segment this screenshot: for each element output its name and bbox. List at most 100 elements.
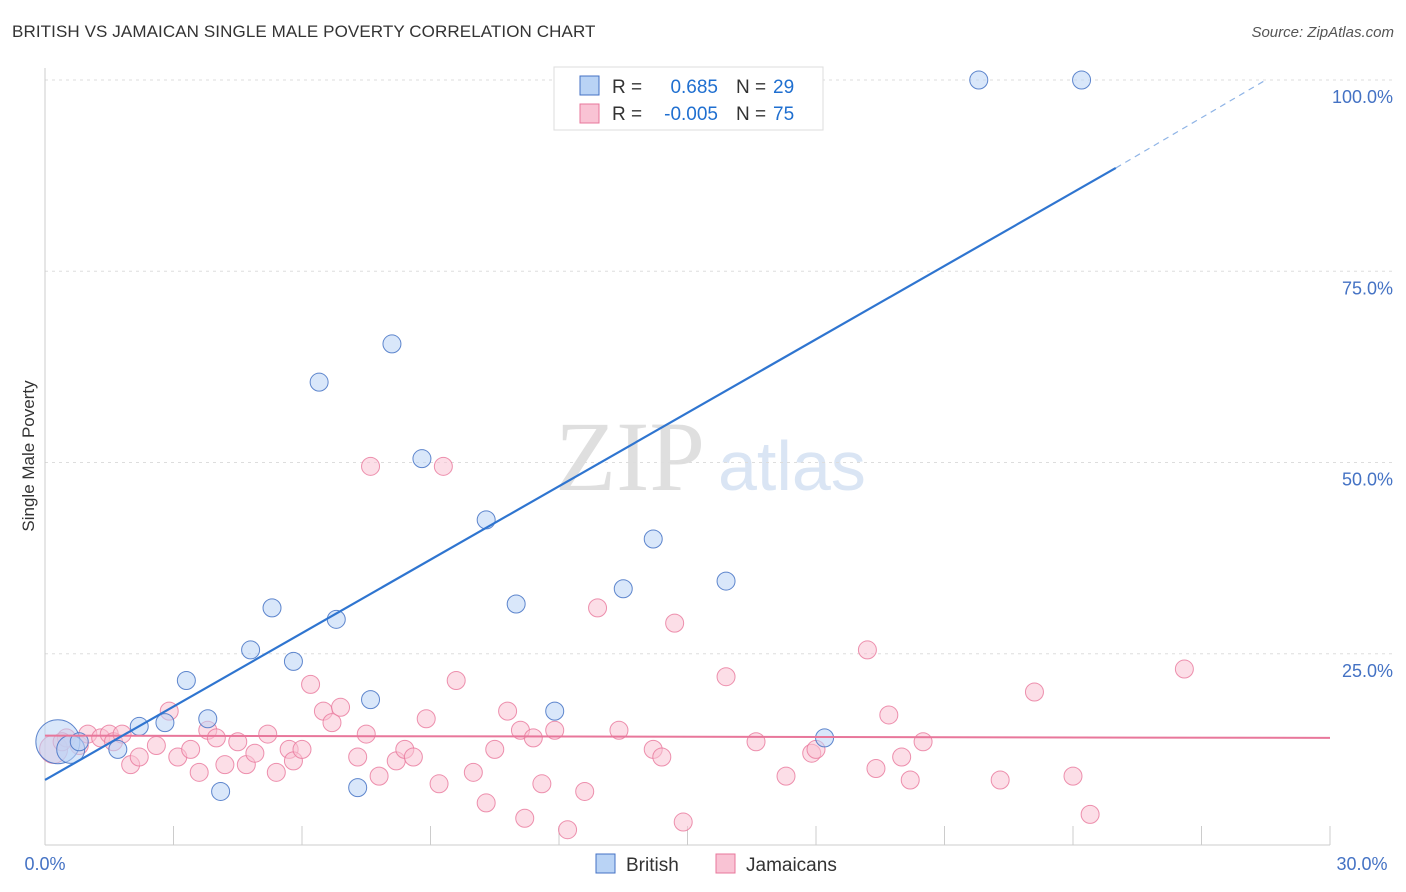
watermark-zip: ZIP (555, 401, 705, 512)
bottom-legend-jamaicans-label: Jamaicans (746, 855, 837, 876)
british-point-18 (506, 594, 526, 614)
jamaican-point-51 (575, 781, 595, 801)
jamaican-point-67 (900, 770, 920, 790)
british-trend-extension (1115, 79, 1267, 169)
british-point-8 (241, 640, 261, 660)
jamaican-point-64 (866, 759, 886, 778)
chart-source: Source: ZipAtlas.com (1251, 24, 1394, 41)
bottom-legend-british-swatch (595, 853, 616, 874)
british-point-21 (613, 579, 633, 599)
y-axis-label: Single Male Poverty (19, 380, 38, 532)
jamaican-point-48 (532, 774, 552, 794)
jamaican-point-53 (609, 720, 629, 740)
jamaican-point-46 (515, 808, 535, 828)
jamaican-point-37 (416, 709, 436, 729)
jamaican-point-70 (1024, 682, 1044, 702)
jamaican-point-25 (292, 739, 312, 759)
british-point-11 (309, 372, 329, 392)
jamaican-n-value: 75 (773, 104, 794, 125)
jamaican-point-13 (181, 739, 201, 759)
british-n-label: N = (736, 77, 766, 98)
jamaican-point-44 (498, 701, 518, 721)
jamaican-point-9 (129, 747, 149, 767)
jamaican-point-40 (446, 671, 466, 691)
jamaican-point-71 (1063, 766, 1083, 786)
british-point-19 (545, 701, 565, 721)
jamaican-point-52 (588, 598, 608, 618)
jamaican-point-30 (348, 747, 368, 767)
bottom-legend: British Jamaicans (595, 853, 837, 876)
jamaican-point-39 (433, 456, 453, 476)
jamaican-point-31 (356, 724, 376, 744)
chart-title: BRITISH VS JAMAICAN SINGLE MALE POVERTY … (12, 22, 596, 41)
jamaican-point-47 (523, 728, 543, 748)
jamaican-trend-line (44, 734, 1331, 739)
jamaican-point-28 (322, 713, 342, 733)
jamaican-r-label: R = (612, 104, 642, 125)
british-point-22 (643, 529, 663, 549)
jamaican-point-69 (990, 770, 1010, 790)
jamaican-point-55 (652, 747, 672, 767)
stats-legend: R = 0.685 N = 29 R = -0.005 N = 75 (553, 66, 824, 131)
british-point-7 (211, 781, 231, 801)
x-tick-label-min: 0.0% (24, 854, 65, 874)
jamaican-point-21 (258, 724, 278, 744)
y-tick-label-75: 75.0% (1342, 278, 1393, 298)
british-point-16 (412, 449, 432, 469)
y-tick-label-25: 25.0% (1342, 661, 1393, 681)
jamaican-point-22 (266, 762, 286, 782)
british-r-label: R = (612, 77, 642, 98)
british-point-28 (69, 732, 89, 752)
jamaican-point-66 (892, 747, 912, 767)
jamaican-point-42 (476, 793, 496, 813)
jamaican-point-17 (215, 755, 235, 775)
jamaican-n-label: N = (736, 104, 766, 125)
watermark: ZIP atlas (555, 401, 866, 512)
jamaican-point-60 (776, 766, 796, 786)
jamaican-swatch (579, 103, 600, 124)
british-point-10 (283, 651, 303, 671)
british-trend-line (44, 167, 1117, 781)
jamaican-point-73 (1174, 659, 1194, 679)
bottom-legend-jamaicans-swatch (715, 853, 736, 874)
jamaican-point-20 (245, 743, 265, 763)
british-point-6 (198, 709, 218, 729)
jamaican-point-63 (857, 640, 877, 660)
jamaican-point-32 (361, 456, 381, 476)
british-point-2 (108, 739, 128, 759)
jamaican-point-26 (301, 674, 321, 694)
british-n-value: 29 (773, 77, 794, 98)
x-tick-label-max: 30.0% (1336, 854, 1387, 874)
british-point-24 (716, 571, 736, 591)
british-point-15 (382, 334, 402, 354)
bottom-legend-british-label: British (626, 855, 679, 876)
jamaican-point-10 (146, 736, 166, 756)
jamaican-point-29 (331, 697, 351, 717)
jamaican-points (39, 456, 1194, 840)
jamaican-point-65 (879, 705, 899, 725)
jamaican-point-33 (369, 766, 389, 786)
jamaican-r-value: -0.005 (664, 104, 718, 125)
gridlines (45, 79, 1392, 655)
y-tick-labels: 100.0% 75.0% 50.0% 25.0% (1332, 87, 1393, 681)
jamaican-point-38 (429, 774, 449, 794)
jamaican-point-50 (558, 820, 578, 840)
jamaican-point-59 (746, 732, 766, 752)
jamaican-point-68 (913, 732, 933, 752)
jamaican-point-49 (545, 720, 565, 740)
jamaican-point-36 (403, 747, 423, 767)
y-tick-label-50: 50.0% (1342, 470, 1393, 490)
british-point-9 (262, 598, 282, 618)
british-point-26 (969, 70, 989, 90)
british-point-27 (1072, 70, 1092, 90)
jamaican-point-16 (206, 728, 226, 748)
jamaican-point-14 (189, 762, 209, 782)
jamaican-point-58 (716, 667, 736, 687)
watermark-atlas: atlas (718, 427, 866, 505)
jamaican-point-18 (228, 732, 248, 752)
jamaican-point-72 (1080, 804, 1100, 824)
y-tick-label-100: 100.0% (1332, 87, 1393, 107)
jamaican-point-56 (665, 613, 685, 633)
british-point-17 (476, 510, 496, 530)
